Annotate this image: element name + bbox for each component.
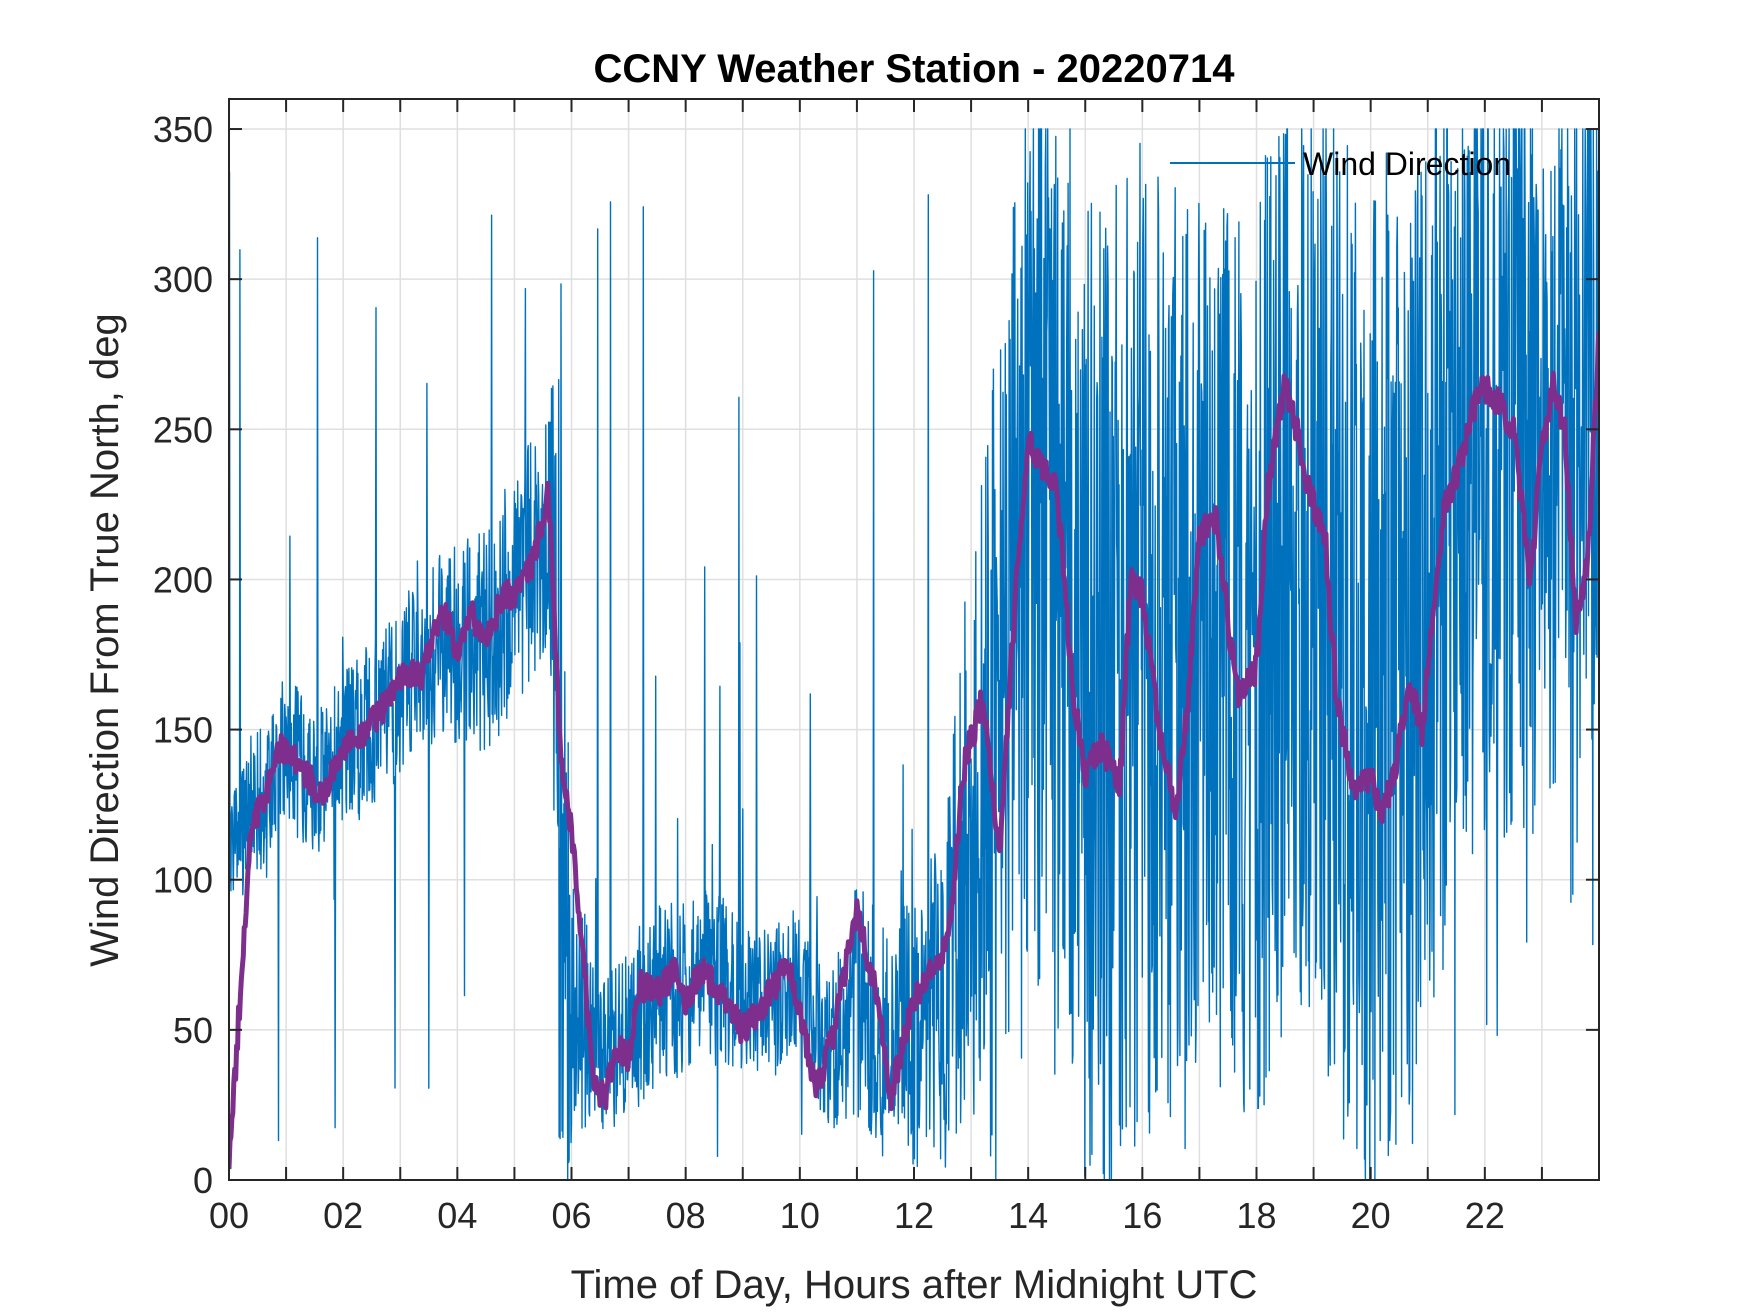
series-layer [229, 128, 1599, 1180]
series-line-wind-direction [229, 128, 1599, 1180]
y-tick-label: 300 [153, 259, 213, 300]
x-tick-label: 12 [894, 1195, 934, 1236]
x-tick-label: 02 [323, 1195, 363, 1236]
x-tick-label: 10 [780, 1195, 820, 1236]
x-tick-label: 20 [1351, 1195, 1391, 1236]
x-tick-label: 16 [1122, 1195, 1162, 1236]
y-tick-label: 200 [153, 559, 213, 600]
y-tick-label: 350 [153, 109, 213, 150]
y-tick-label: 0 [193, 1160, 213, 1201]
x-tick-label: 06 [551, 1195, 591, 1236]
x-axis-label: Time of Day, Hours after Midnight UTC [571, 1263, 1258, 1307]
x-tick-label: 04 [437, 1195, 477, 1236]
y-tick-label: 150 [153, 710, 213, 751]
chart-title: CCNY Weather Station - 20220714 [594, 47, 1236, 91]
x-tick-label: 00 [209, 1195, 249, 1236]
legend-label-wind-direction: Wind Direction [1303, 146, 1511, 182]
y-axis-label: Wind Direction From True North, deg [83, 313, 127, 967]
x-tick-label: 18 [1236, 1195, 1276, 1236]
y-tick-label: 250 [153, 409, 213, 450]
x-tick-label: 08 [666, 1195, 706, 1236]
legend: Wind Direction [1170, 146, 1511, 182]
y-tick-label: 100 [153, 860, 213, 901]
x-tick-label: 14 [1008, 1195, 1048, 1236]
series-line-running-mean [229, 331, 1599, 1170]
x-tick-label: 22 [1465, 1195, 1505, 1236]
axes: 00 02 04 06 08 10 12 14 16 18 20 22 0 50 100 150 200 250 3… [153, 98, 1600, 1236]
y-tick-label: 50 [173, 1010, 213, 1051]
